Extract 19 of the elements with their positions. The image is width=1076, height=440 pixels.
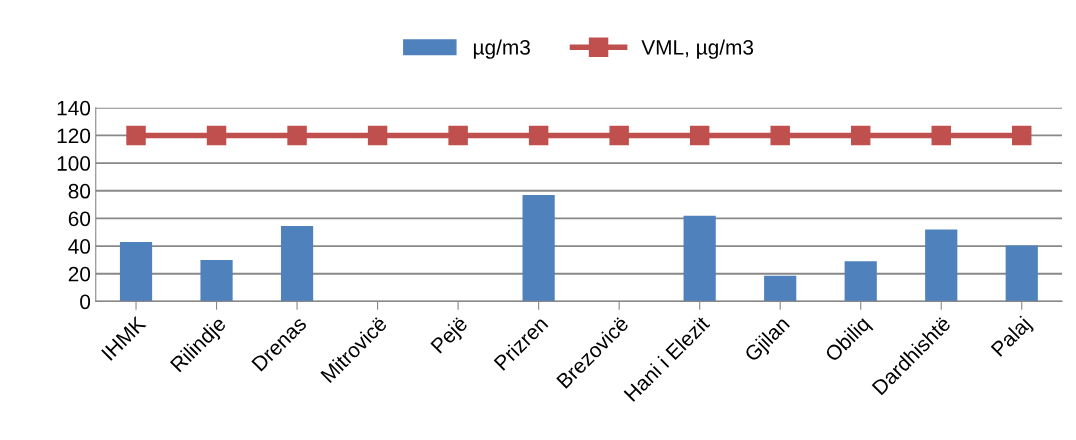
legend-label: VML, µg/m3 bbox=[641, 39, 754, 59]
bar bbox=[764, 275, 797, 302]
y-tick-label: 80 bbox=[68, 183, 91, 199]
bar bbox=[200, 259, 233, 302]
y-tick-label: 0 bbox=[80, 294, 91, 310]
y-tick-label: 140 bbox=[57, 100, 91, 116]
y-tick-label: 40 bbox=[68, 239, 91, 254]
bar bbox=[522, 194, 555, 302]
bar bbox=[119, 241, 153, 302]
y-tick-label: 60 bbox=[68, 211, 91, 227]
y-tick-label: 20 bbox=[68, 266, 91, 282]
legend-label: µg/m3 bbox=[473, 39, 530, 59]
bar bbox=[925, 229, 958, 302]
y-tick-label: 120 bbox=[57, 128, 91, 144]
y-tick-label: 100 bbox=[57, 156, 91, 171]
bar bbox=[1005, 245, 1038, 302]
bar bbox=[844, 261, 877, 302]
bar bbox=[280, 226, 314, 302]
bar bbox=[683, 215, 716, 302]
